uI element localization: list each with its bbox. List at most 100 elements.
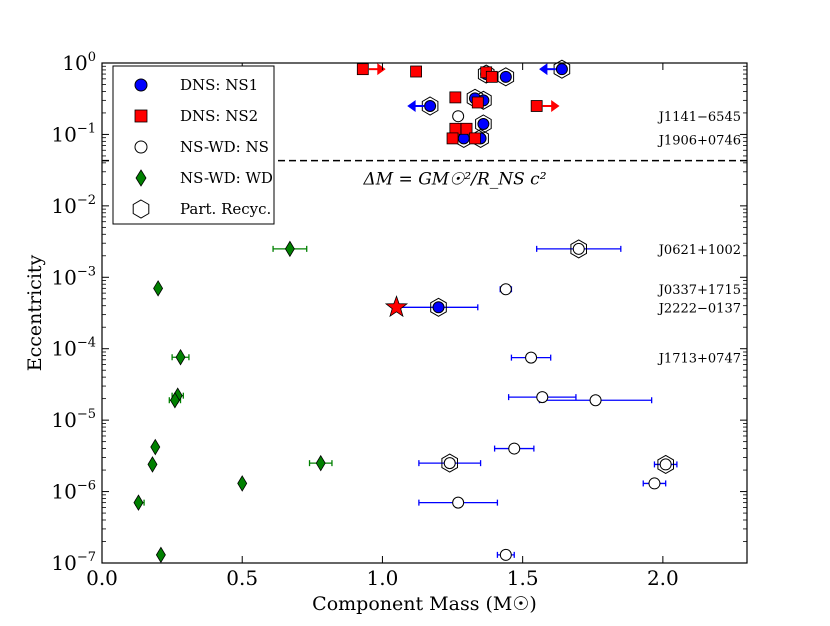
y-tick-base: 10 xyxy=(51,551,76,575)
nswd-ns-point xyxy=(508,442,521,455)
y-tick-label: 10−5 xyxy=(51,407,96,432)
ns2-point xyxy=(356,63,369,76)
x-tick-label: 1.0 xyxy=(367,566,399,590)
y-tick-base: 10 xyxy=(51,122,76,146)
partially-recycled-hexagon xyxy=(430,297,447,317)
ns1-point xyxy=(499,70,512,83)
pulsar-label: J1906+0746 xyxy=(657,133,741,148)
y-tick-label: 100 xyxy=(62,50,96,75)
nswd-ns-point xyxy=(452,496,465,509)
nswd-ns-point xyxy=(499,283,512,296)
nswd-wd-point xyxy=(284,240,295,258)
ns1-point xyxy=(424,100,437,113)
y-tick-base: 10 xyxy=(51,337,76,361)
legend-ns1-marker xyxy=(134,78,148,92)
partially-recycled-hexagon xyxy=(475,114,492,134)
nswd-wd-point xyxy=(133,494,144,511)
y-tick-exponent: −1 xyxy=(77,121,96,136)
star-marker xyxy=(384,295,409,318)
legend-label: DNS: NS2 xyxy=(180,107,258,125)
legend-ns2-marker xyxy=(134,109,148,123)
y-tick-exponent: −4 xyxy=(77,336,96,351)
nswd-wd-point xyxy=(150,438,161,456)
nswd-wd-point xyxy=(169,391,180,409)
y-tick-label: 10−2 xyxy=(51,193,96,218)
ns2-point xyxy=(485,70,498,83)
y-tick-exponent: 0 xyxy=(88,50,96,65)
nswd-wd-point xyxy=(315,454,326,472)
y-tick-exponent: −5 xyxy=(77,407,96,422)
y-tick-base: 10 xyxy=(51,194,76,218)
threshold-layer: ΔM = GM☉²/R_NS c² xyxy=(102,159,747,190)
ns2-point xyxy=(460,122,473,135)
x-tick-label: 1.5 xyxy=(507,566,539,590)
nswd-ns-point xyxy=(499,548,512,561)
arrow-layer xyxy=(368,63,560,112)
pulsar-label: J1141−6545 xyxy=(657,110,741,125)
y-tick-label: 10−1 xyxy=(51,121,96,146)
y-tick-base: 10 xyxy=(51,408,76,432)
y-tick-label: 10−6 xyxy=(51,479,96,504)
pulsar-label: J2222−0137 xyxy=(657,301,741,316)
plot-frame xyxy=(101,62,748,564)
legend-nswd-ns-marker xyxy=(134,140,148,154)
nswd-ns-point xyxy=(659,458,672,471)
ns1-point xyxy=(477,117,490,130)
y-tick-exponent: −2 xyxy=(77,193,96,208)
ns2-point xyxy=(471,96,484,109)
y-axis-title: Eccentricity xyxy=(24,254,46,371)
y-tick-base: 10 xyxy=(51,480,76,504)
legend-nswd-wd-marker xyxy=(135,169,147,187)
threshold-label: ΔM = GM☉²/R_NS c² xyxy=(362,170,546,190)
y-tick-base: 10 xyxy=(62,51,87,75)
y-tick-exponent: −6 xyxy=(77,479,96,494)
partially-recycled-hexagon xyxy=(477,64,495,84)
y-tick-label: 10−4 xyxy=(51,336,96,361)
nswd-ns-point xyxy=(536,391,549,404)
pulsar-label-layer: J1141−6545 J1906+0746 J0621+1002 J0337+1715… xyxy=(657,110,741,366)
nswd-wd-point xyxy=(153,280,164,297)
partially-recycled-hexagon xyxy=(441,453,458,473)
y-tick-exponent: −7 xyxy=(77,550,96,565)
pulsar-label: J1713+0747 xyxy=(657,352,741,367)
limit-arrow-head xyxy=(539,63,548,76)
pulsar-label: J0337+1715 xyxy=(657,283,741,298)
nswd-ns-point xyxy=(648,477,661,490)
legend-label: Part. Recyc. xyxy=(180,200,271,218)
y-tick-label: 10−7 xyxy=(51,550,96,575)
nswd-ns-point xyxy=(525,351,538,364)
partially-recycled-hexagon xyxy=(657,454,674,474)
tick-layer: 0.0 0.5 1.0 1.5 2.010010−110−210−310−410−510… xyxy=(51,50,747,590)
limit-arrow-head xyxy=(377,63,386,76)
x-axis-title: Component Mass (M☉) xyxy=(312,593,537,615)
legend-label: DNS: NS1 xyxy=(180,76,258,94)
partially-recycled-hexagon xyxy=(421,96,439,116)
legend-hexagon-marker xyxy=(132,199,150,219)
nswd-ns-point xyxy=(443,457,456,470)
nswd-wd-point xyxy=(147,456,158,473)
legend-label: NS-WD: NS xyxy=(180,138,269,156)
x-tick-label: 2.0 xyxy=(647,566,679,590)
partially-recycled-hexagon xyxy=(570,239,587,259)
x-tick-label: 0.5 xyxy=(226,566,258,590)
y-tick-label: 10−3 xyxy=(51,264,96,289)
nswd-wd-point xyxy=(237,475,248,492)
ns2-point xyxy=(449,91,462,104)
ns2-point xyxy=(446,132,459,145)
ns2-point xyxy=(410,65,422,78)
y-tick-exponent: −3 xyxy=(77,264,96,279)
y-tick-base: 10 xyxy=(51,265,76,289)
limit-arrow-head xyxy=(551,100,560,112)
ns1-point xyxy=(555,63,568,76)
partially-recycled-hexagon xyxy=(497,67,515,87)
nswd-wd-point xyxy=(155,546,166,564)
nswd-wd-point xyxy=(175,348,186,366)
partially-recycled-hexagon xyxy=(553,59,571,79)
legend: DNS: NS1 DNS: NS2 NS-WD: NS NS-WD: WD Part. … xyxy=(112,65,275,225)
x-tick-label: 0.0 xyxy=(86,566,118,590)
ns1-point xyxy=(432,301,445,314)
pulsar-label: J0621+1002 xyxy=(657,243,741,258)
ns2-point xyxy=(530,100,543,112)
nswd-ns-point xyxy=(452,110,465,123)
limit-arrow-head xyxy=(407,100,416,112)
